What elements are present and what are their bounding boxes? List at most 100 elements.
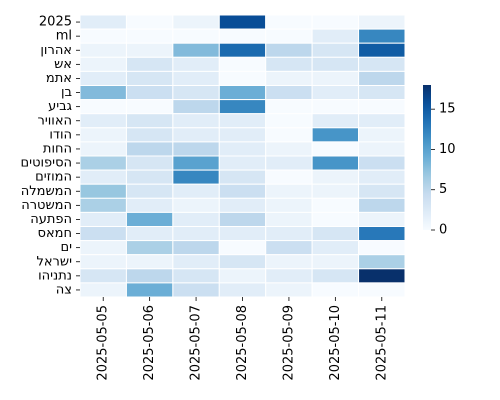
heatmap-cell — [265, 127, 313, 143]
heatmap-cell — [172, 254, 220, 270]
y-tick-label: אש — [54, 57, 72, 72]
y-tick-label: המשטרה — [21, 198, 72, 213]
heatmap-cell — [125, 70, 174, 87]
x-tick-label: 2025-05-09 — [281, 305, 296, 381]
heatmap-cell — [358, 155, 406, 171]
heatmap-cell — [79, 240, 127, 256]
colorbar-tick-label: 10 — [439, 142, 456, 157]
heatmap-cell — [311, 141, 360, 157]
heatmap-cell — [125, 169, 174, 185]
heatmap-cell — [172, 268, 220, 284]
heatmap-cell — [311, 183, 360, 199]
x-axis-tick-labels: 2025-05-05 2025-05-06 2025-05-07 2025-05-08… — [96, 297, 389, 381]
heatmap-cell — [358, 240, 406, 256]
heatmap-cell — [218, 14, 267, 30]
heatmap-cell — [125, 85, 174, 101]
x-tick-label: 2025-05-11 — [374, 305, 389, 381]
heatmap-cell — [358, 14, 406, 30]
heatmap-cell — [265, 42, 313, 58]
y-tick-label: חמאס — [38, 226, 72, 241]
heatmap-cell — [311, 42, 360, 58]
heatmap-cell — [218, 99, 267, 115]
y-tick-label: המשמלה — [21, 184, 72, 199]
heatmap-cell — [79, 56, 127, 72]
heatmap-cell — [358, 211, 406, 227]
heatmap-cell — [311, 282, 360, 298]
heatmap-cell — [79, 268, 127, 284]
heatmap-cell — [358, 282, 406, 298]
x-tick-label: 2025-05-05 — [96, 305, 111, 381]
heatmap-cell — [79, 113, 127, 129]
y-tick-label: האוויר — [37, 113, 72, 128]
y-tick-label: 2025 — [39, 15, 72, 30]
heatmap-cell — [311, 56, 360, 72]
heatmap-cell — [125, 155, 174, 171]
y-tick-label: הודו — [49, 127, 72, 142]
heatmap-cell — [79, 141, 127, 157]
heatmap-cell — [311, 85, 360, 101]
y-tick-label: בן — [61, 85, 72, 100]
heatmap-cell — [218, 127, 267, 143]
heatmap-cell — [265, 211, 313, 227]
heatmap-cell — [125, 226, 174, 242]
y-tick-label: החות — [43, 141, 72, 156]
heatmap-cell — [125, 99, 174, 115]
heatmap-cell — [125, 28, 174, 44]
heatmap-cell — [358, 28, 406, 44]
heatmap-cell — [172, 155, 220, 171]
heatmap-cell — [218, 226, 267, 242]
colorbar: 0 5 10 15 — [423, 85, 456, 238]
heatmap-cell — [79, 14, 127, 30]
heatmap-cell — [218, 211, 267, 227]
heatmap-cell — [358, 127, 406, 143]
x-tick-label: 2025-05-07 — [189, 305, 204, 381]
heatmap-cell — [218, 254, 267, 270]
heatmap-cell — [172, 42, 220, 58]
heatmap-cell — [125, 254, 174, 270]
heatmap-cell — [79, 169, 127, 185]
heatmap-cell — [358, 169, 406, 185]
heatmap-cell — [172, 56, 220, 72]
heatmap-cell — [79, 85, 127, 101]
heatmap-cell — [125, 56, 174, 72]
heatmap-cell — [311, 169, 360, 185]
heatmap-cell — [79, 42, 127, 58]
heatmap-cell — [311, 268, 360, 284]
heatmap-cell — [125, 282, 174, 298]
heatmap-cell — [265, 85, 313, 101]
heatmap-cell — [265, 56, 313, 72]
colorbar-tick-label: 5 — [439, 182, 447, 197]
y-axis-tick-labels: 2025mlאהרוןאשאתמבןגביעהאווירהודוהחותהסיפ… — [21, 15, 80, 297]
heatmap-cell — [265, 14, 313, 30]
y-tick-label: המוזים — [35, 170, 72, 185]
heatmap-cell — [218, 56, 267, 72]
heatmap-cell — [265, 113, 313, 129]
y-tick-label: ml — [56, 29, 72, 44]
heatmap-cell — [172, 141, 220, 157]
y-tick-label: הפתעה — [30, 212, 72, 227]
heatmap-cell — [172, 99, 220, 115]
heatmap-cell — [125, 197, 174, 213]
heatmap-cell — [125, 42, 174, 58]
heatmap-cell — [265, 155, 313, 171]
heatmap-cell — [125, 211, 174, 227]
heatmap-cell — [172, 169, 220, 185]
y-tick-label: גביע — [48, 99, 72, 114]
x-tick-label: 2025-05-06 — [142, 305, 157, 381]
heatmap-cell — [358, 99, 406, 115]
colorbar-gradient — [423, 85, 431, 230]
heatmap-cell — [172, 226, 220, 242]
heatmap-cell — [265, 268, 313, 284]
heatmap-cell — [265, 28, 313, 44]
heatmap-cell — [79, 197, 127, 213]
heatmap-cell — [311, 240, 360, 256]
heatmap-cell — [79, 254, 127, 270]
heatmap-cell — [358, 141, 406, 157]
heatmap-cell — [172, 282, 220, 298]
heatmap-cell — [125, 141, 174, 157]
heatmap-cell — [265, 254, 313, 270]
colorbar-tick-label: 15 — [439, 102, 456, 117]
heatmap-cell — [125, 127, 174, 143]
heatmap-cell — [79, 226, 127, 242]
heatmap-cell — [79, 99, 127, 115]
